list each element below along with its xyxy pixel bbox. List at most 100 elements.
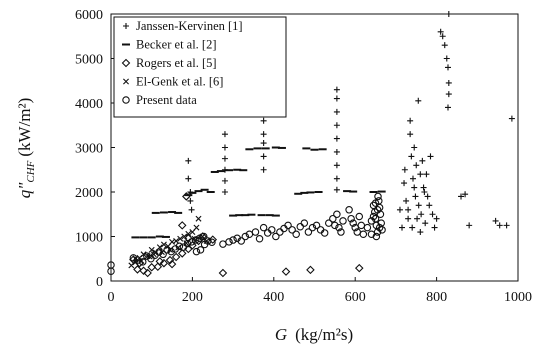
y-tick-label: 1000 bbox=[75, 231, 103, 246]
legend-item: Rogers et al. [5] bbox=[121, 56, 217, 70]
data-point bbox=[429, 211, 436, 218]
data-point bbox=[165, 255, 175, 265]
y-tick-label: 4000 bbox=[75, 97, 103, 112]
data-point bbox=[367, 230, 376, 239]
data-point bbox=[415, 202, 422, 209]
data-point bbox=[405, 206, 412, 213]
data-point bbox=[373, 206, 382, 214]
data-point bbox=[411, 144, 418, 151]
data-point bbox=[421, 189, 428, 195]
data-point bbox=[167, 259, 177, 269]
y-axis-subscript: CHF bbox=[25, 160, 37, 182]
data-marks bbox=[107, 11, 515, 278]
legend-label: Janssen-Kervinen [1] bbox=[136, 19, 243, 33]
data-point bbox=[196, 246, 205, 254]
y-tick-label: 3000 bbox=[75, 142, 103, 157]
data-point bbox=[339, 217, 347, 225]
data-point bbox=[187, 238, 196, 246]
data-point bbox=[496, 222, 503, 229]
data-point bbox=[187, 197, 194, 204]
data-point bbox=[378, 226, 386, 234]
data-point bbox=[177, 221, 187, 230]
data-point bbox=[349, 219, 357, 227]
legend-label: El-Genk et al. [6] bbox=[136, 75, 223, 89]
series-1 bbox=[131, 146, 386, 239]
data-point bbox=[409, 175, 416, 182]
data-point bbox=[260, 131, 267, 138]
legend-label: Rogers et al. [5] bbox=[136, 56, 217, 70]
data-point bbox=[423, 171, 430, 178]
data-point bbox=[304, 228, 313, 236]
data-point bbox=[412, 193, 419, 200]
data-point bbox=[148, 246, 155, 253]
y-tick-label: 5000 bbox=[75, 53, 103, 68]
data-point bbox=[417, 229, 424, 236]
data-point bbox=[411, 184, 418, 191]
data-point bbox=[260, 117, 267, 124]
y-axis-unit: (kW/m²) bbox=[15, 98, 34, 157]
legend-marker bbox=[123, 23, 129, 29]
data-point bbox=[408, 153, 415, 160]
data-point bbox=[444, 64, 451, 71]
data-point bbox=[333, 135, 340, 142]
data-point bbox=[179, 243, 188, 251]
data-point bbox=[171, 252, 181, 262]
y-tick-label: 0 bbox=[96, 275, 103, 290]
data-point bbox=[276, 228, 284, 236]
data-point bbox=[320, 229, 329, 237]
data-point bbox=[444, 104, 451, 111]
data-point bbox=[260, 153, 267, 160]
data-point bbox=[284, 221, 292, 230]
data-point bbox=[418, 211, 425, 218]
data-point bbox=[255, 234, 264, 243]
data-point bbox=[133, 265, 142, 274]
data-point bbox=[458, 193, 465, 200]
data-point bbox=[221, 189, 228, 195]
data-point bbox=[200, 232, 208, 241]
x-tick-label: 800 bbox=[426, 290, 447, 305]
data-point bbox=[306, 265, 315, 275]
y-tick-label: 6000 bbox=[75, 8, 103, 23]
data-point bbox=[407, 131, 414, 138]
data-point bbox=[419, 157, 426, 164]
data-point bbox=[503, 222, 510, 229]
data-point bbox=[374, 192, 382, 201]
legend: Janssen-Kervinen [1] Becker et al. [2] Rog… bbox=[113, 16, 287, 118]
legend-box bbox=[113, 16, 287, 118]
legend-marker bbox=[121, 58, 131, 68]
data-point bbox=[308, 223, 317, 232]
data-point bbox=[195, 234, 204, 243]
data-point bbox=[153, 262, 163, 272]
data-point bbox=[333, 148, 340, 155]
data-point bbox=[354, 263, 364, 273]
data-point bbox=[427, 153, 434, 160]
data-point bbox=[413, 162, 420, 169]
data-point bbox=[337, 228, 345, 236]
x-tick-label: 600 bbox=[345, 290, 366, 305]
axis-tick-labels: 0 200 400 600 800 1000 0 1000 2000 3000 4000 5000 60… bbox=[75, 8, 532, 305]
data-point bbox=[333, 186, 340, 193]
data-point bbox=[359, 230, 368, 239]
data-point bbox=[333, 86, 340, 93]
x-tick-label: 200 bbox=[182, 290, 203, 305]
data-point bbox=[221, 144, 228, 151]
data-point bbox=[138, 258, 147, 266]
legend-item: Becker et al. [2] bbox=[122, 38, 217, 52]
data-point bbox=[160, 241, 167, 248]
data-point bbox=[182, 192, 191, 201]
data-point bbox=[445, 91, 452, 98]
data-point bbox=[177, 249, 187, 258]
data-point bbox=[185, 230, 192, 237]
data-point bbox=[260, 140, 267, 147]
data-point bbox=[191, 236, 200, 244]
data-point bbox=[268, 226, 276, 234]
y-tick-label: 2000 bbox=[75, 186, 103, 201]
data-point bbox=[173, 237, 180, 244]
data-point bbox=[219, 240, 227, 248]
data-point bbox=[143, 268, 152, 278]
legend-marker bbox=[122, 96, 130, 104]
legend-item: Present data bbox=[122, 93, 197, 107]
data-point bbox=[355, 212, 364, 221]
data-point bbox=[185, 175, 192, 182]
data-point bbox=[155, 248, 163, 256]
